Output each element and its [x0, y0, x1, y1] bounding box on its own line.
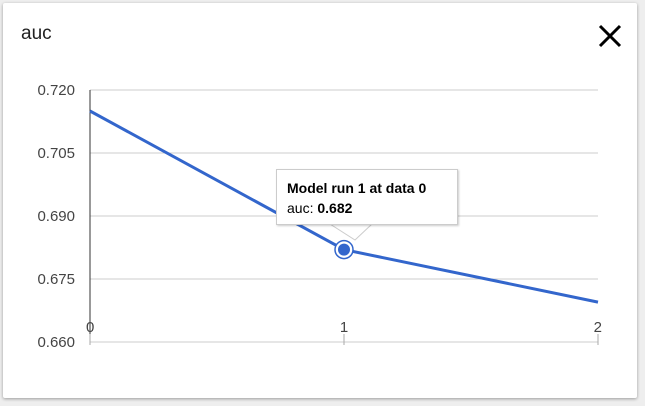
y-tick-label: 0.720 — [37, 82, 75, 99]
tooltip-value: 0.682 — [317, 200, 353, 216]
y-tick-label: 0.660 — [37, 334, 75, 351]
y-tick-label: 0.675 — [37, 271, 75, 288]
tooltip-label: auc: — [287, 200, 314, 216]
x-tick-label: 1 — [340, 319, 348, 336]
x-tick-label: 2 — [594, 319, 602, 336]
y-tick-label: 0.705 — [37, 145, 75, 162]
tooltip-title: Model run 1 at data 0 — [287, 180, 427, 196]
x-tick-label: 0 — [86, 319, 94, 336]
data-point — [338, 243, 350, 256]
y-tick-label: 0.690 — [37, 208, 75, 225]
tooltip-pointer — [328, 223, 374, 241]
tooltip: Model run 1 at data 0 auc: 0.682 — [276, 169, 458, 225]
chart-title: auc — [21, 23, 52, 44]
close-icon[interactable] — [595, 21, 625, 51]
